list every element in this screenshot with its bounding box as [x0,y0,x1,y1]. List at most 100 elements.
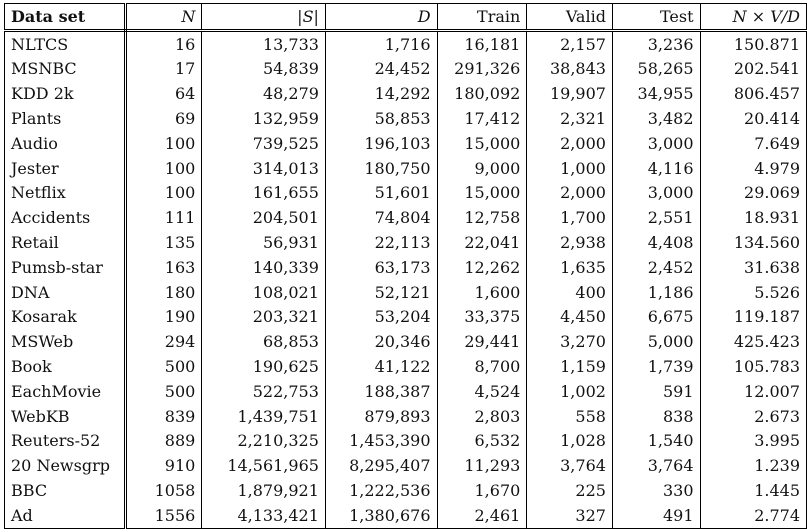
cell-n: 889 [124,428,203,454]
cell-train: 12,262 [436,254,528,280]
cell-train: 2,461 [436,502,528,529]
cell-test: 4,408 [611,230,701,255]
cell-d: 24,452 [324,56,438,82]
cell-train: 291,326 [436,56,528,82]
table-row: Accidents 111 204,501 74,804 12,758 1,700 2,55… [4,205,807,231]
cell-n: 100 [124,180,203,206]
cell-data-set: WebKB [4,403,127,429]
cell-n: 500 [124,378,203,404]
cell-nvd: 7.649 [699,130,807,156]
cell-n: 294 [124,329,203,355]
cell-valid: 38,843 [526,56,613,82]
cell-valid: 19,907 [526,81,613,107]
cell-nvd: 2.673 [699,403,807,429]
table-row: Pumsb-star 163 140,339 63,173 12,262 1,635 2,4… [4,254,807,280]
cell-data-set: KDD 2k [4,81,127,107]
cell-valid: 558 [526,403,613,429]
cell-d: 1,222,536 [324,478,438,503]
cell-size-s: 68,853 [201,329,326,355]
cell-data-set: Netflix [4,180,127,206]
cell-d: 180,750 [324,155,438,181]
cell-size-s: 132,959 [201,106,326,131]
cell-d: 8,295,407 [324,453,438,479]
cell-test: 591 [611,378,701,404]
cell-n: 1058 [124,478,203,503]
cell-valid: 2,321 [526,106,613,131]
cell-size-s: 1,439,751 [201,403,326,429]
cell-d: 1,453,390 [324,428,438,454]
cell-valid: 1,635 [526,254,613,280]
cell-valid: 225 [526,478,613,503]
cell-d: 63,173 [324,254,438,280]
cell-data-set: NLTCS [4,30,127,57]
cell-nvd: 1.239 [699,453,807,479]
cell-nvd: 4.979 [699,155,807,181]
header-n: N [124,3,203,32]
cell-size-s: 1,879,921 [201,478,326,503]
cell-train: 6,532 [436,428,528,454]
cell-size-s: 4,133,421 [201,502,326,529]
cell-nvd: 806.457 [699,81,807,107]
table-row: MSWeb 294 68,853 20,346 29,441 3,270 5,000 425.… [4,329,807,355]
dataset-statistics-table: Data set N |S| D Train Valid Test N × V/… [4,3,807,529]
cell-test: 58,265 [611,56,701,82]
cell-test: 330 [611,478,701,503]
table-row: NLTCS 16 13,733 1,716 16,181 2,157 3,236 150.87… [4,30,807,57]
cell-size-s: 108,021 [201,279,326,305]
cell-data-set: MSNBC [4,56,127,82]
cell-n: 17 [124,56,203,82]
header-row: Data set N |S| D Train Valid Test N × V/… [4,3,807,32]
cell-data-set: Retail [4,230,127,255]
cell-size-s: 140,339 [201,254,326,280]
cell-data-set: Kosarak [4,304,127,330]
cell-size-s: 161,655 [201,180,326,206]
cell-size-s: 203,321 [201,304,326,330]
cell-train: 4,524 [436,378,528,404]
cell-test: 838 [611,403,701,429]
table-row: MSNBC 17 54,839 24,452 291,326 38,843 58,265 20… [4,56,807,82]
table-row: EachMovie 500 522,753 188,387 4,524 1,002 591 1… [4,378,807,404]
cell-n: 100 [124,130,203,156]
table-row: Netflix 100 161,655 51,601 15,000 2,000 3,000 2… [4,180,807,206]
cell-valid: 1,159 [526,354,613,379]
cell-train: 9,000 [436,155,528,181]
cell-size-s: 314,013 [201,155,326,181]
cell-data-set: Jester [4,155,127,181]
cell-d: 41,122 [324,354,438,379]
header-size-s: |S| [201,3,326,32]
cell-train: 33,375 [436,304,528,330]
cell-n: 839 [124,403,203,429]
cell-data-set: MSWeb [4,329,127,355]
cell-n: 64 [124,81,203,107]
cell-n: 910 [124,453,203,479]
header-test: Test [611,3,701,32]
cell-valid: 327 [526,502,613,529]
cell-train: 1,600 [436,279,528,305]
cell-nvd: 119.187 [699,304,807,330]
cell-data-set: Pumsb-star [4,254,127,280]
cell-test: 2,452 [611,254,701,280]
cell-size-s: 54,839 [201,56,326,82]
cell-valid: 1,700 [526,205,613,231]
cell-test: 3,000 [611,130,701,156]
cell-train: 180,092 [436,81,528,107]
cell-valid: 1,028 [526,428,613,454]
cell-d: 1,380,676 [324,502,438,529]
cell-n: 111 [124,205,203,231]
cell-valid: 2,157 [526,30,613,57]
cell-nvd: 20.414 [699,106,807,131]
cell-d: 14,292 [324,81,438,107]
cell-train: 8,700 [436,354,528,379]
table-row: KDD 2k 64 48,279 14,292 180,092 19,907 34,955 8… [4,81,807,107]
table-row: 20 Newsgrp 910 14,561,965 8,295,407 11,293 3,… [4,453,807,479]
cell-size-s: 48,279 [201,81,326,107]
cell-d: 188,387 [324,378,438,404]
cell-train: 17,412 [436,106,528,131]
cell-d: 22,113 [324,230,438,255]
header-valid: Valid [526,3,613,32]
cell-test: 3,764 [611,453,701,479]
cell-nvd: 18.931 [699,205,807,231]
cell-nvd: 202.541 [699,56,807,82]
cell-size-s: 739,525 [201,130,326,156]
cell-test: 1,186 [611,279,701,305]
